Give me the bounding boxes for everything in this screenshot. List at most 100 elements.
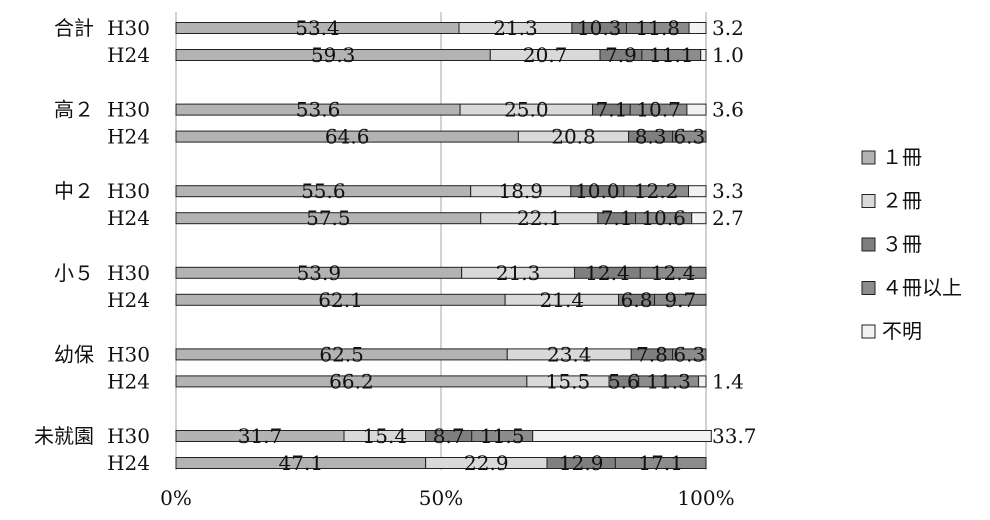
data-label: 7.1 [601, 206, 633, 230]
data-label: 8.3 [635, 125, 667, 149]
data-label: 8.7 [433, 424, 465, 448]
data-label: 11.1 [649, 43, 694, 67]
legend-swatch [861, 237, 876, 252]
year-label: H24 [107, 125, 150, 149]
data-label: 7.8 [636, 342, 668, 366]
data-label: 10.3 [577, 16, 622, 40]
bar-segment [672, 130, 707, 143]
data-label: 66.2 [329, 369, 374, 393]
year-label: H24 [107, 206, 150, 230]
group-label: 高２ [54, 98, 94, 122]
bar-segment [614, 457, 707, 469]
data-label: 62.1 [318, 288, 363, 312]
data-label: 3.3 [712, 179, 744, 203]
data-label: 47.1 [279, 451, 324, 475]
group-label: 小５ [54, 261, 94, 285]
data-label: 31.7 [238, 424, 283, 448]
legend-label: ４冊以上 [882, 276, 962, 300]
data-label: 53.6 [296, 98, 341, 122]
data-label: 62.5 [319, 342, 364, 366]
data-label: 25.0 [504, 98, 549, 122]
data-label: 5.6 [608, 369, 640, 393]
year-label: H30 [107, 261, 150, 285]
data-label: 6.8 [621, 288, 653, 312]
legend-swatch [861, 150, 876, 165]
x-tick-label: 0% [160, 486, 192, 510]
data-label: 11.5 [480, 424, 525, 448]
bar-segment [698, 375, 707, 388]
data-label: 11.3 [646, 369, 691, 393]
data-label: 1.4 [712, 369, 744, 393]
data-label: 20.7 [523, 43, 568, 67]
data-label: 10.0 [575, 179, 620, 203]
data-label: 9.7 [664, 288, 696, 312]
data-label: 18.9 [498, 179, 543, 203]
year-label: H30 [107, 342, 150, 366]
group-label: 中２ [54, 179, 94, 203]
year-label: H30 [107, 16, 150, 40]
x-tick-label: 50% [419, 486, 463, 510]
data-label: 1.0 [712, 43, 744, 67]
legend-label: ２冊 [882, 189, 922, 213]
data-label: 17.1 [638, 451, 683, 475]
bar-segment [532, 430, 712, 442]
data-label: 15.4 [363, 424, 408, 448]
bars-layer [175, 22, 712, 469]
year-label: H24 [107, 369, 150, 393]
data-label: 11.8 [636, 16, 681, 40]
group-label: 幼保 [54, 342, 94, 366]
legend-swatch [861, 194, 876, 208]
year-label: H30 [107, 179, 150, 203]
data-label: 21.3 [496, 261, 541, 285]
data-label: 57.5 [306, 206, 351, 230]
data-label: 21.3 [493, 16, 538, 40]
data-label: 15.5 [546, 369, 591, 393]
x-tick-label: 100% [677, 486, 734, 510]
data-label: 12.4 [585, 261, 630, 285]
data-label: 6.3 [673, 125, 705, 149]
bar-segment [700, 49, 707, 61]
bar-segment [691, 212, 707, 225]
data-label: 64.6 [325, 125, 370, 149]
data-label: 22.9 [464, 451, 509, 475]
bar-segment [639, 266, 707, 279]
data-label: 3.6 [712, 98, 744, 122]
data-label: 12.2 [634, 179, 679, 203]
year-label: H30 [107, 98, 150, 122]
year-label: H24 [107, 451, 150, 475]
gridlines [175, 12, 707, 470]
year-label: H24 [107, 288, 150, 312]
data-label: 3.2 [712, 16, 744, 40]
legend-swatch [861, 281, 876, 295]
data-label: 7.9 [605, 43, 637, 67]
data-label: 10.6 [641, 206, 686, 230]
group-label: 合計 [54, 16, 94, 40]
x-axis: 0% 50% 100% [160, 486, 734, 510]
data-label: 21.4 [540, 288, 585, 312]
data-label: 7.1 [595, 98, 627, 122]
data-label: 20.8 [551, 125, 596, 149]
year-label: H24 [107, 43, 150, 67]
bar-segment [688, 185, 707, 198]
legend-label: １冊 [882, 145, 922, 169]
data-label: 12.4 [651, 261, 696, 285]
data-label: 22.1 [517, 206, 562, 230]
group-label: 未就園 [34, 424, 94, 448]
labels-layer: 53.4 21.3 10.3 11.8 3.2 H30 59.3 20.7 7.9 11.1 1.0… [34, 16, 757, 475]
bar-segment [686, 103, 707, 116]
legend-swatch [861, 324, 876, 339]
bar-segment [688, 22, 707, 34]
data-label: 10.7 [636, 98, 681, 122]
year-label: H30 [107, 424, 150, 448]
bar-segment [672, 348, 707, 361]
data-label: 53.9 [297, 261, 342, 285]
data-label: 23.4 [547, 342, 592, 366]
data-label: 53.4 [295, 16, 340, 40]
data-label: 6.3 [673, 342, 705, 366]
data-label: 12.9 [559, 451, 604, 475]
data-label: 59.3 [311, 43, 356, 67]
legend-label: 不明 [882, 319, 922, 343]
bar-segment [654, 293, 707, 306]
data-label: 33.7 [712, 424, 757, 448]
